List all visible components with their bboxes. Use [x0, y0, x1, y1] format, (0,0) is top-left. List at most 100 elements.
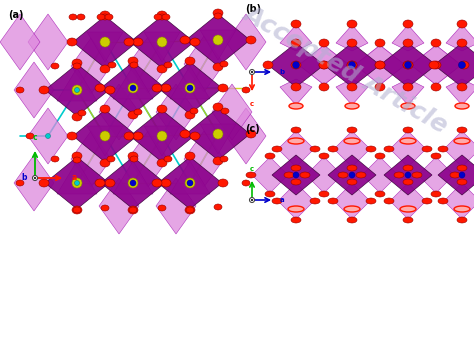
- Ellipse shape: [356, 172, 366, 178]
- Ellipse shape: [97, 14, 105, 20]
- Ellipse shape: [134, 109, 142, 115]
- Ellipse shape: [105, 179, 115, 187]
- Ellipse shape: [400, 206, 416, 212]
- Ellipse shape: [73, 157, 81, 163]
- Polygon shape: [336, 25, 368, 51]
- Ellipse shape: [300, 172, 310, 178]
- Ellipse shape: [128, 57, 138, 65]
- Ellipse shape: [100, 11, 110, 19]
- Ellipse shape: [450, 172, 460, 178]
- Text: b: b: [279, 69, 284, 75]
- Polygon shape: [158, 157, 222, 209]
- Ellipse shape: [187, 85, 193, 91]
- Ellipse shape: [133, 38, 143, 46]
- Ellipse shape: [130, 180, 136, 186]
- Polygon shape: [71, 38, 111, 94]
- Ellipse shape: [272, 198, 282, 204]
- Ellipse shape: [74, 88, 80, 92]
- Ellipse shape: [190, 108, 198, 114]
- Ellipse shape: [384, 146, 394, 152]
- Polygon shape: [158, 62, 222, 114]
- Ellipse shape: [291, 217, 301, 223]
- Polygon shape: [170, 66, 210, 99]
- Ellipse shape: [438, 146, 448, 152]
- Ellipse shape: [249, 70, 255, 74]
- Ellipse shape: [375, 153, 385, 159]
- Ellipse shape: [457, 83, 467, 91]
- Polygon shape: [28, 14, 68, 70]
- Polygon shape: [0, 14, 40, 70]
- Ellipse shape: [39, 179, 49, 187]
- Ellipse shape: [107, 156, 115, 162]
- Ellipse shape: [213, 157, 223, 165]
- Polygon shape: [156, 178, 196, 234]
- Ellipse shape: [157, 159, 167, 167]
- Ellipse shape: [158, 205, 166, 211]
- Ellipse shape: [218, 179, 228, 187]
- Ellipse shape: [401, 103, 415, 109]
- Ellipse shape: [438, 198, 448, 204]
- Ellipse shape: [431, 153, 441, 159]
- Ellipse shape: [157, 131, 167, 141]
- Ellipse shape: [72, 178, 82, 188]
- Ellipse shape: [180, 36, 190, 44]
- Polygon shape: [272, 155, 320, 195]
- Ellipse shape: [422, 198, 432, 204]
- Polygon shape: [184, 131, 224, 187]
- Ellipse shape: [403, 20, 413, 28]
- Polygon shape: [390, 183, 426, 219]
- Ellipse shape: [133, 132, 143, 140]
- Polygon shape: [186, 108, 250, 160]
- Polygon shape: [446, 25, 474, 51]
- Ellipse shape: [73, 63, 81, 69]
- Ellipse shape: [46, 134, 51, 138]
- Polygon shape: [444, 131, 474, 167]
- Polygon shape: [212, 84, 252, 140]
- Ellipse shape: [403, 179, 413, 185]
- Ellipse shape: [375, 61, 385, 69]
- Polygon shape: [57, 161, 97, 194]
- Ellipse shape: [319, 191, 329, 197]
- Polygon shape: [392, 25, 424, 51]
- Ellipse shape: [72, 85, 82, 95]
- Polygon shape: [226, 108, 266, 164]
- Ellipse shape: [422, 146, 432, 152]
- Ellipse shape: [188, 85, 192, 91]
- Polygon shape: [14, 62, 54, 118]
- Ellipse shape: [51, 156, 59, 162]
- Ellipse shape: [291, 61, 301, 69]
- Ellipse shape: [347, 179, 357, 185]
- Polygon shape: [306, 157, 342, 193]
- Ellipse shape: [33, 175, 37, 181]
- Ellipse shape: [263, 61, 273, 69]
- Ellipse shape: [400, 138, 416, 144]
- Ellipse shape: [186, 207, 194, 213]
- Polygon shape: [280, 79, 312, 105]
- Ellipse shape: [154, 14, 162, 20]
- Ellipse shape: [67, 132, 77, 140]
- Ellipse shape: [347, 61, 357, 69]
- Ellipse shape: [403, 61, 413, 69]
- Ellipse shape: [284, 172, 294, 178]
- Ellipse shape: [128, 206, 138, 214]
- Polygon shape: [128, 131, 168, 187]
- Polygon shape: [57, 68, 97, 101]
- Ellipse shape: [242, 180, 250, 186]
- Polygon shape: [113, 161, 153, 194]
- Polygon shape: [128, 37, 168, 93]
- Ellipse shape: [51, 63, 59, 69]
- Ellipse shape: [310, 198, 320, 204]
- Polygon shape: [252, 157, 288, 193]
- Ellipse shape: [457, 39, 467, 47]
- Ellipse shape: [185, 111, 195, 119]
- Ellipse shape: [338, 172, 348, 178]
- Ellipse shape: [185, 152, 195, 160]
- Polygon shape: [99, 178, 139, 234]
- Ellipse shape: [429, 61, 439, 69]
- Ellipse shape: [249, 198, 255, 202]
- Ellipse shape: [213, 35, 223, 45]
- Polygon shape: [45, 64, 109, 116]
- Ellipse shape: [105, 14, 113, 20]
- Ellipse shape: [100, 65, 110, 73]
- Polygon shape: [278, 183, 314, 219]
